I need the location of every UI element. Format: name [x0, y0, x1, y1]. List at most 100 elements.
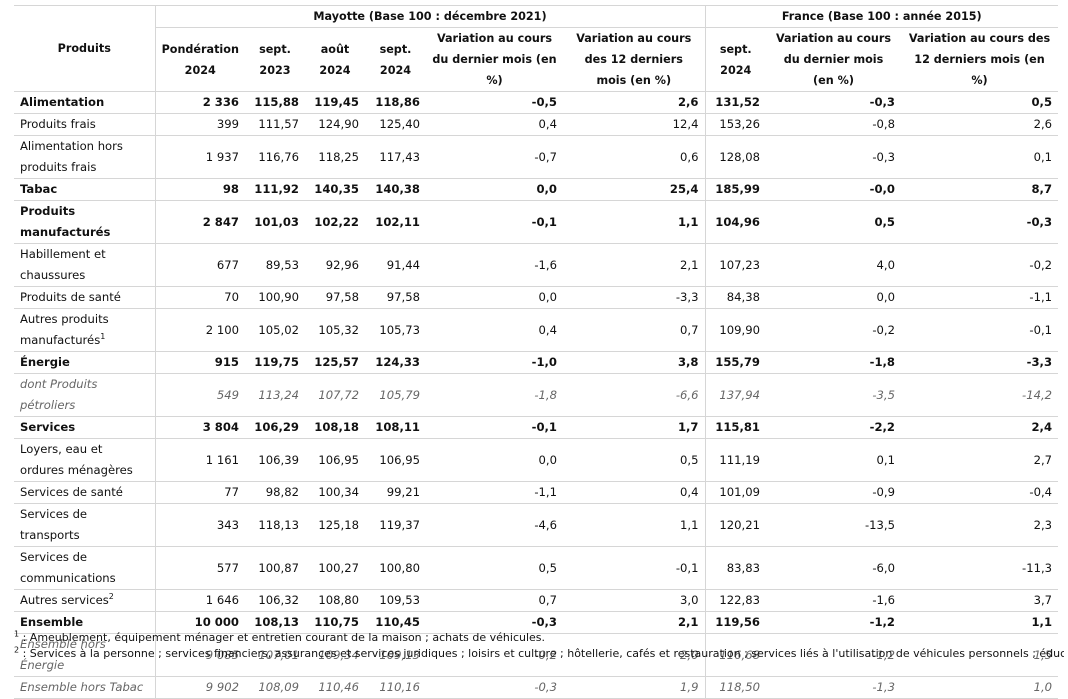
cell-value: 0,1	[901, 135, 1059, 179]
cell-value: 1,9	[563, 676, 705, 699]
cell-value: -11,3	[901, 546, 1059, 590]
cell-value: 108,09	[245, 676, 305, 699]
price-index-table: Produits Mayotte (Base 100 : décembre 20…	[14, 5, 1059, 699]
cell-value: 3 804	[154, 416, 245, 439]
cell-value: -13,5	[766, 503, 901, 547]
cell-value: 92,96	[305, 243, 365, 287]
row-label: Autres services2	[14, 589, 155, 612]
row-label: Habillement et chaussures	[14, 243, 155, 287]
cell-value: -0,1	[563, 546, 705, 590]
table-row: dont Produits pétroliers 549 113,24 107,72 1…	[14, 373, 1059, 417]
cell-value: -4,6	[426, 503, 563, 547]
cell-value: -3,5	[766, 373, 901, 417]
cell-value: -0,2	[766, 308, 901, 352]
cell-value: -1,1	[901, 286, 1059, 309]
cell-value: -3,3	[901, 351, 1059, 374]
footnote-1: 1 : Ameublement, équipement ménager et e…	[14, 630, 546, 644]
cell-value: 3,8	[563, 351, 705, 374]
cell-value: -0,4	[901, 481, 1059, 504]
table-row: Produits de santé 70 100,90 97,58 97,58 0,0 -3…	[14, 286, 1059, 309]
cell-value: 100,34	[305, 481, 365, 504]
cell-value: -6,0	[766, 546, 901, 590]
cell-value: 118,13	[245, 503, 305, 547]
cell-value: 128,08	[704, 135, 766, 179]
cell-value: 97,58	[365, 286, 426, 309]
cell-value: 108,18	[305, 416, 365, 439]
cell-value: 9 902	[154, 676, 245, 699]
cell-value: 399	[154, 113, 245, 136]
header-col-3: août 2024	[305, 27, 365, 92]
cell-value: 83,83	[704, 546, 766, 590]
cell-value: 108,80	[305, 589, 365, 612]
cell-value: 107,23	[704, 243, 766, 287]
cell-value: 125,40	[365, 113, 426, 136]
cell-value: -1,0	[426, 351, 563, 374]
cell-value: 100,27	[305, 546, 365, 590]
footnote-2: 2 : Services à la personne ; services fi…	[14, 646, 1064, 660]
cell-value: 119,37	[365, 503, 426, 547]
cell-value: 153,26	[704, 113, 766, 136]
cell-value: 0,7	[426, 589, 563, 612]
cell-value: -1,6	[426, 243, 563, 287]
cell-value: 110,46	[305, 676, 365, 699]
cell-value: 0,5	[766, 200, 901, 244]
cell-value: 91,44	[365, 243, 426, 287]
table-row: Tabac 98 111,92 140,35 140,38 0,0 25,4 185,99 -0…	[14, 178, 1059, 201]
row-label: dont Produits pétroliers	[14, 373, 155, 417]
header-col-7: sept. 2024	[704, 27, 766, 92]
cell-value: 0,0	[426, 286, 563, 309]
cell-value: 0,5	[901, 91, 1059, 114]
cell-value: 0,4	[426, 113, 563, 136]
row-label: Services de transports	[14, 503, 155, 547]
row-label: Énergie	[14, 351, 155, 374]
cell-value: 111,92	[245, 178, 305, 201]
cell-value: 0,0	[426, 438, 563, 482]
row-label: Produits frais	[14, 113, 155, 136]
cell-value: -0,1	[426, 416, 563, 439]
cell-value: 0,1	[766, 438, 901, 482]
cell-value: 124,33	[365, 351, 426, 374]
header-mayotte-group: Mayotte (Base 100 : décembre 2021)	[154, 5, 705, 28]
cell-value: 115,81	[704, 416, 766, 439]
cell-value: 98,82	[245, 481, 305, 504]
cell-value: 98	[154, 178, 245, 201]
cell-value: -0,1	[426, 200, 563, 244]
cell-value: 1,1	[901, 611, 1059, 634]
cell-value: 0,5	[563, 438, 705, 482]
cell-value: 3,0	[563, 589, 705, 612]
cell-value: 77	[154, 481, 245, 504]
header-col-8: Variation au cours du dernier mois (en %…	[766, 27, 901, 92]
cell-value: 10 000	[154, 611, 245, 634]
cell-value: 124,90	[305, 113, 365, 136]
cell-value: -14,2	[901, 373, 1059, 417]
table-row: Services 3 804 106,29 108,18 108,11 -0,1 1,7 11…	[14, 416, 1059, 439]
price-index-page: Produits Mayotte (Base 100 : décembre 20…	[14, 5, 1064, 699]
cell-value: 1,0	[901, 676, 1059, 699]
header-col-4: sept. 2024	[365, 27, 426, 92]
table-row: Produits manufacturés 2 847 101,03 102,22 10…	[14, 200, 1059, 244]
cell-value: 113,24	[245, 373, 305, 417]
cell-value: 1,1	[563, 503, 705, 547]
cell-value: -1,8	[426, 373, 563, 417]
cell-value: -0,0	[766, 178, 901, 201]
table-row: Services de communications 577 100,87 100,2…	[14, 546, 1059, 590]
cell-value: -0,3	[766, 91, 901, 114]
cell-value: 105,73	[365, 308, 426, 352]
cell-value: 140,35	[305, 178, 365, 201]
table-row: Alimentation hors produits frais 1 937 116…	[14, 135, 1059, 179]
cell-value: 108,11	[365, 416, 426, 439]
cell-value: -0,2	[901, 243, 1059, 287]
cell-value: 2,3	[901, 503, 1059, 547]
row-label: Ensemble	[14, 611, 155, 634]
header-col-5: Variation au cours du dernier mois (en %…	[426, 27, 563, 92]
cell-value: 0,0	[766, 286, 901, 309]
cell-value: 2,1	[563, 611, 705, 634]
cell-value: 106,32	[245, 589, 305, 612]
cell-value: 2 336	[154, 91, 245, 114]
cell-value: -1,2	[766, 611, 901, 634]
table-row: Alimentation 2 336 115,88 119,45 118,86 -0,5 2…	[14, 91, 1059, 114]
cell-value: 105,79	[365, 373, 426, 417]
cell-value: -0,1	[901, 308, 1059, 352]
row-label: Loyers, eau et ordures ménagères	[14, 438, 155, 482]
cell-value: 155,79	[704, 351, 766, 374]
